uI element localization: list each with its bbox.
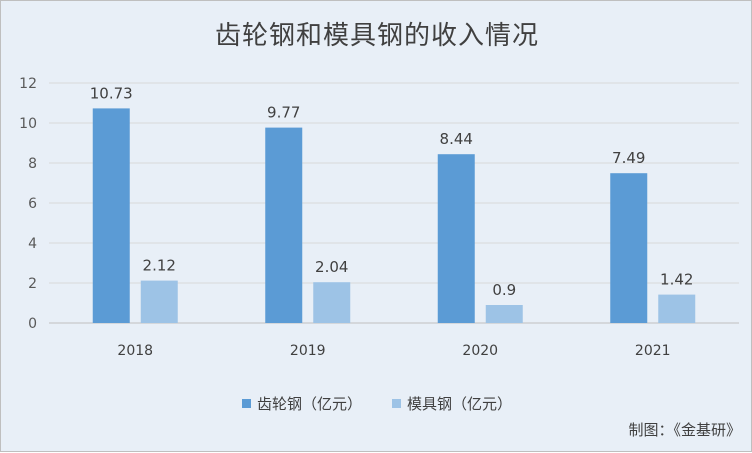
y-axis-ticks: 0 2 4 6 8 10 12	[19, 76, 37, 332]
legend-swatch-gear-steel	[241, 399, 251, 408]
bar	[658, 294, 696, 323]
data-label: 10.73	[90, 84, 133, 102]
bar	[313, 282, 351, 323]
data-label: 2.12	[143, 257, 176, 275]
bar	[610, 173, 648, 323]
data-label: 9.77	[267, 104, 300, 122]
x-axis-ticks: 2018 2019 2020 2021	[117, 343, 670, 359]
x-tick-label: 2019	[290, 343, 326, 359]
source-credit: 制图：《金基研》	[628, 421, 741, 439]
y-tick-label: 2	[28, 276, 37, 292]
y-tick-label: 0	[28, 316, 37, 332]
bars	[92, 108, 696, 324]
y-tick-label: 10	[19, 116, 37, 132]
bar	[140, 280, 178, 323]
chart-title: 齿轮钢和模具钢的收入情况	[214, 21, 539, 51]
bar	[437, 154, 475, 323]
data-label: 0.9	[492, 281, 516, 299]
legend-label-gear-steel: 齿轮钢（亿元）	[256, 395, 362, 413]
y-tick-label: 6	[28, 196, 37, 212]
bar	[485, 305, 523, 323]
data-label: 8.44	[440, 130, 473, 148]
legend-item-die-steel: 模具钢（亿元）	[392, 393, 512, 414]
bar	[92, 108, 130, 324]
legend-swatch-die-steel	[392, 399, 401, 408]
y-tick-label: 12	[19, 76, 37, 92]
y-tick-label: 8	[28, 156, 37, 172]
legend-item-gear-steel: 齿轮钢（亿元）	[241, 393, 362, 414]
bar	[265, 127, 303, 323]
x-tick-label: 2018	[117, 343, 153, 359]
data-labels: 10.73 2.12 9.77 2.04 8.44 0.9 7.49 1.42	[90, 84, 694, 299]
x-tick-label: 2020	[462, 343, 498, 359]
y-tick-label: 4	[28, 236, 37, 252]
legend: 齿轮钢（亿元） 模具钢（亿元）	[1, 393, 752, 414]
x-tick-label: 2021	[635, 343, 671, 359]
data-label: 1.42	[660, 271, 693, 289]
data-label: 2.04	[315, 258, 348, 276]
legend-label-die-steel: 模具钢（亿元）	[407, 395, 513, 413]
data-label: 7.49	[612, 149, 645, 167]
